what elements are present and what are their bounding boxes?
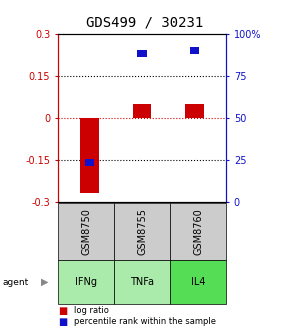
Text: IFNg: IFNg [75, 277, 97, 287]
Text: TNFa: TNFa [130, 277, 154, 287]
Text: GSM8750: GSM8750 [81, 208, 91, 255]
Bar [80, 118, 99, 193]
Text: IL4: IL4 [191, 277, 205, 287]
Bar [133, 103, 151, 118]
Text: GDS499 / 30231: GDS499 / 30231 [86, 15, 204, 29]
Text: agent: agent [3, 278, 29, 287]
Text: GSM8760: GSM8760 [193, 208, 203, 255]
Bar [137, 50, 147, 57]
Text: percentile rank within the sample: percentile rank within the sample [74, 318, 216, 326]
Text: GSM8755: GSM8755 [137, 208, 147, 255]
Text: log ratio: log ratio [74, 306, 109, 315]
Text: ▶: ▶ [41, 277, 49, 287]
Bar [186, 103, 204, 118]
Text: ■: ■ [58, 306, 67, 316]
Bar [85, 160, 94, 166]
Text: ■: ■ [58, 317, 67, 327]
Bar [190, 47, 200, 54]
